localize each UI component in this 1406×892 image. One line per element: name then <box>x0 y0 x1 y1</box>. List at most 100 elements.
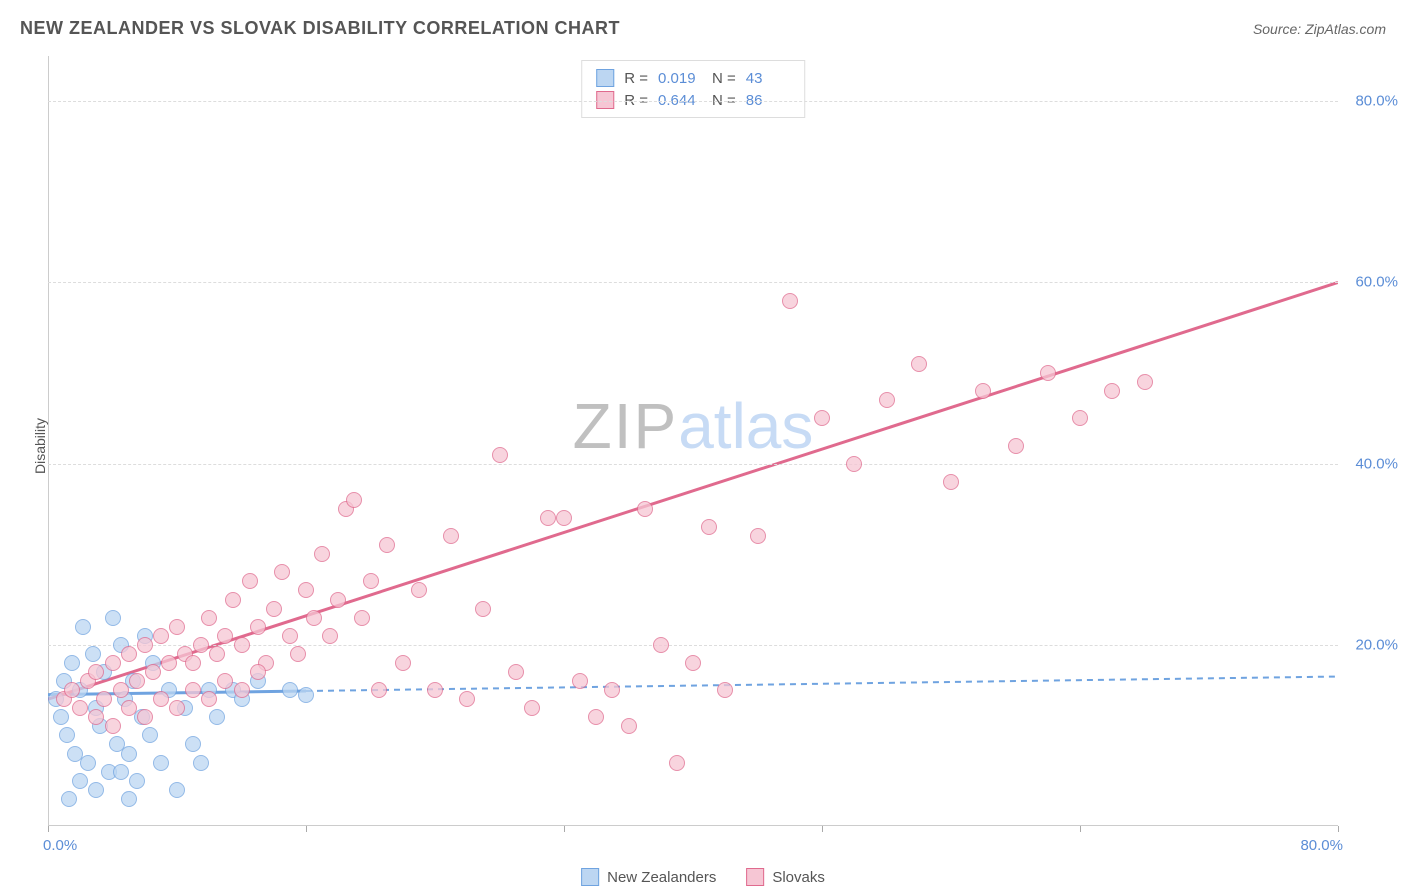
data-point <box>975 383 991 399</box>
data-point <box>540 510 556 526</box>
data-point <box>1040 365 1056 381</box>
data-point <box>943 474 959 490</box>
data-point <box>750 528 766 544</box>
legend-label-slovak: Slovaks <box>772 869 825 886</box>
data-point <box>637 501 653 517</box>
legend-series: New Zealanders Slovaks <box>581 868 825 886</box>
data-point <box>242 573 258 589</box>
watermark-zip: ZIP <box>573 390 679 462</box>
data-point <box>105 655 121 671</box>
data-point <box>153 755 169 771</box>
chart-title: NEW ZEALANDER VS SLOVAK DISABILITY CORRE… <box>20 18 620 39</box>
data-point <box>169 619 185 635</box>
x-axis <box>48 825 1338 826</box>
data-point <box>701 519 717 535</box>
x-tick <box>1080 826 1081 832</box>
data-point <box>64 655 80 671</box>
data-point <box>96 691 112 707</box>
trend-lines-svg <box>48 56 1338 826</box>
legend-swatch-nz <box>596 69 614 87</box>
legend-r-value-slovak: 0.644 <box>658 92 702 109</box>
data-point <box>266 601 282 617</box>
data-point <box>185 736 201 752</box>
data-point <box>298 582 314 598</box>
data-point <box>250 619 266 635</box>
data-point <box>459 691 475 707</box>
data-point <box>604 682 620 698</box>
data-point <box>572 673 588 689</box>
legend-n-value-nz: 43 <box>746 70 790 87</box>
legend-stats: R = 0.019 N = 43 R = 0.644 N = 86 <box>581 60 805 118</box>
data-point <box>879 392 895 408</box>
data-point <box>169 782 185 798</box>
data-point <box>88 782 104 798</box>
data-point <box>137 637 153 653</box>
legend-label-nz: New Zealanders <box>607 869 716 886</box>
grid-line <box>48 101 1338 102</box>
x-tick <box>48 826 49 832</box>
data-point <box>524 700 540 716</box>
data-point <box>1104 383 1120 399</box>
y-axis-label: Disability <box>32 418 48 474</box>
legend-swatch-nz-icon <box>581 868 599 886</box>
data-point <box>121 646 137 662</box>
data-point <box>88 709 104 725</box>
data-point <box>492 447 508 463</box>
legend-stats-row-1: R = 0.644 N = 86 <box>596 89 790 111</box>
trend-line-dashed <box>306 677 1338 691</box>
legend-item-slovak: Slovaks <box>746 868 825 886</box>
data-point <box>59 727 75 743</box>
data-point <box>121 791 137 807</box>
data-point <box>105 718 121 734</box>
data-point <box>234 682 250 698</box>
data-point <box>354 610 370 626</box>
y-tick-label: 60.0% <box>1343 274 1398 291</box>
data-point <box>314 546 330 562</box>
data-point <box>363 573 379 589</box>
data-point <box>427 682 443 698</box>
header: NEW ZEALANDER VS SLOVAK DISABILITY CORRE… <box>20 18 1386 39</box>
data-point <box>1008 438 1024 454</box>
data-point <box>185 655 201 671</box>
data-point <box>113 682 129 698</box>
legend-r-label: R = <box>624 70 648 87</box>
data-point <box>64 682 80 698</box>
legend-stats-row-0: R = 0.019 N = 43 <box>596 67 790 89</box>
data-point <box>129 673 145 689</box>
legend-n-label: N = <box>712 70 736 87</box>
data-point <box>72 773 88 789</box>
data-point <box>153 628 169 644</box>
legend-swatch-slovak <box>596 91 614 109</box>
data-point <box>782 293 798 309</box>
data-point <box>217 628 233 644</box>
legend-r-label: R = <box>624 92 648 109</box>
data-point <box>201 691 217 707</box>
data-point <box>669 755 685 771</box>
data-point <box>88 664 104 680</box>
data-point <box>1072 410 1088 426</box>
legend-item-nz: New Zealanders <box>581 868 716 886</box>
y-tick-label: 40.0% <box>1343 455 1398 472</box>
data-point <box>61 791 77 807</box>
x-tick <box>564 826 565 832</box>
data-point <box>621 718 637 734</box>
data-point <box>250 664 266 680</box>
data-point <box>169 700 185 716</box>
data-point <box>113 764 129 780</box>
data-point <box>685 655 701 671</box>
data-point <box>53 709 69 725</box>
data-point <box>225 592 241 608</box>
grid-line <box>48 464 1338 465</box>
data-point <box>161 655 177 671</box>
data-point <box>306 610 322 626</box>
data-point <box>105 610 121 626</box>
data-point <box>185 682 201 698</box>
data-point <box>193 637 209 653</box>
y-axis <box>48 56 49 826</box>
data-point <box>193 755 209 771</box>
data-point <box>85 646 101 662</box>
x-tick <box>822 826 823 832</box>
data-point <box>290 646 306 662</box>
legend-r-value-nz: 0.019 <box>658 70 702 87</box>
data-point <box>209 646 225 662</box>
